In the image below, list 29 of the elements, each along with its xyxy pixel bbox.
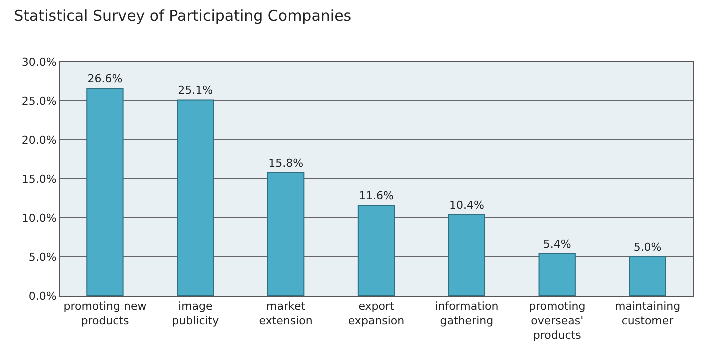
data-label: 10.4%	[449, 198, 484, 212]
data-label: 5.4%	[543, 238, 572, 251]
x-tick-label: information gathering	[435, 300, 499, 328]
bar	[358, 205, 396, 296]
y-tick-label: 10.0%	[22, 212, 57, 225]
y-tick-label: 15.0%	[22, 172, 57, 186]
data-label: 15.8%	[268, 156, 304, 170]
x-tick-label: image publicity	[172, 300, 220, 328]
bar	[629, 256, 666, 296]
y-tick-label: 20.0%	[22, 134, 57, 147]
y-tick-label: 25.0%	[22, 94, 57, 108]
bar	[538, 253, 576, 296]
bar	[177, 100, 214, 296]
y-tick-label: 0.0%	[28, 290, 57, 303]
x-tick-label: promoting overseas' products	[528, 300, 586, 342]
bar	[86, 88, 124, 296]
x-tick-label: promoting new products	[64, 300, 147, 328]
y-tick-label: 30.0%	[22, 56, 57, 69]
data-label: 11.6%	[359, 190, 394, 203]
data-label: 5.0%	[634, 241, 662, 254]
bar	[267, 172, 305, 296]
y-tick-label: 5.0%	[28, 250, 57, 264]
data-label: 26.6%	[88, 72, 123, 86]
data-label: 25.1%	[178, 84, 214, 98]
bar	[448, 214, 486, 296]
x-tick-label: export expansion	[348, 300, 405, 328]
x-tick-label: market extension	[259, 300, 313, 328]
chart-title: Statistical Survey of Participating Companies	[14, 7, 352, 26]
x-tick-label: maintaining customer	[615, 300, 681, 328]
